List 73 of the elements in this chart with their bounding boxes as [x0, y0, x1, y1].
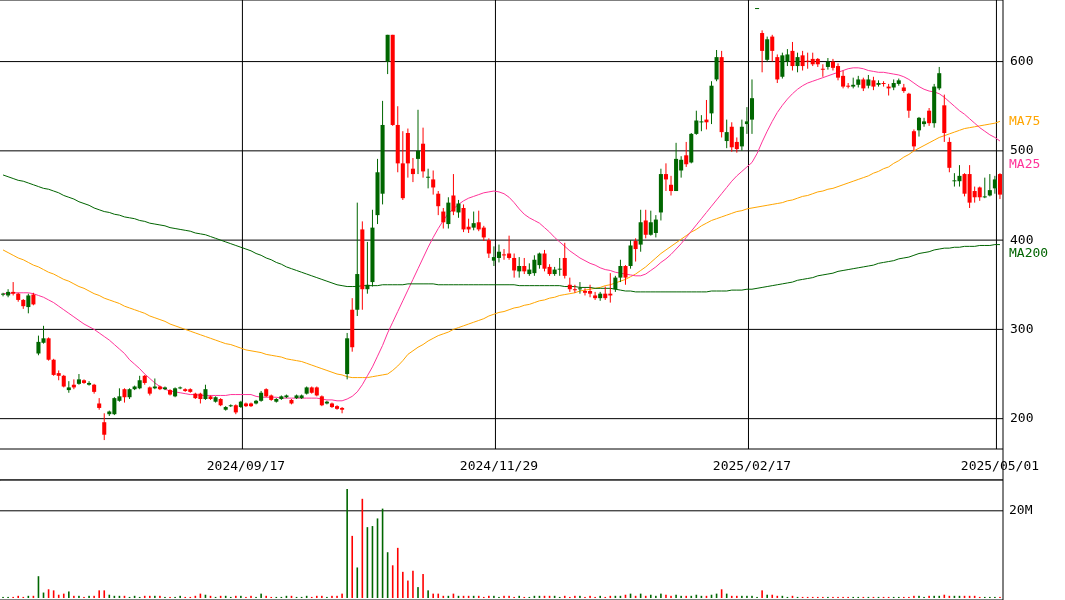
- candlestick: [911, 128, 916, 152]
- candlestick: [633, 237, 638, 263]
- candlestick: [76, 373, 81, 386]
- candlestick: [775, 53, 780, 84]
- candlestick: [987, 173, 992, 197]
- candlestick: [795, 52, 800, 73]
- x-tick-label: 2024/11/29: [459, 458, 539, 473]
- candlestick: [663, 162, 668, 192]
- candlestick: [557, 257, 562, 277]
- candlestick: [714, 49, 719, 82]
- candlestick: [410, 157, 415, 183]
- candlestick: [502, 248, 507, 261]
- candlestick: [992, 175, 997, 195]
- candlestick: [825, 57, 830, 71]
- candlestick: [739, 119, 744, 152]
- candlestick: [441, 207, 446, 230]
- candlestick: [618, 259, 623, 283]
- candlestick: [593, 291, 598, 301]
- candlestick: [684, 141, 689, 168]
- candlestick: [643, 209, 648, 239]
- candlestick: [426, 168, 431, 189]
- candlestick: [694, 110, 699, 136]
- candlestick: [770, 34, 775, 63]
- candlestick: [749, 78, 755, 135]
- candlestick: [81, 378, 87, 385]
- candlestick: [780, 52, 785, 80]
- candlestick: [765, 36, 770, 63]
- candlestick: [517, 256, 522, 279]
- candlestick: [623, 264, 628, 286]
- candlestick: [724, 119, 729, 149]
- series-label: MA200: [1009, 245, 1049, 261]
- ref-line-label: 20M: [1009, 502, 1033, 518]
- candlestick: [471, 211, 476, 231]
- candlestick: [906, 92, 911, 119]
- candlestick: [638, 209, 643, 253]
- candlestick: [436, 190, 441, 216]
- candlestick: [820, 63, 825, 78]
- line-series: [2, 120, 1001, 379]
- x-tick-label: 2025/05/01: [960, 458, 1040, 473]
- x-tick-label: 2025/02/17: [712, 458, 792, 473]
- candlestick: [512, 253, 517, 279]
- y-tick-label: 400: [1010, 231, 1034, 247]
- y-tick-label: 600: [1010, 53, 1034, 69]
- candlestick: [760, 29, 765, 73]
- candlestick: [997, 172, 1002, 200]
- candlestick: [496, 244, 501, 263]
- line-series: [2, 67, 1001, 402]
- candlestick: [982, 177, 987, 199]
- candlestick: [669, 175, 674, 196]
- candlestick: [46, 336, 51, 362]
- candlestick: [451, 173, 456, 216]
- candlestick: [486, 237, 491, 259]
- candlestick: [653, 214, 658, 238]
- candlestick: [572, 284, 577, 294]
- candlestick: [916, 116, 922, 138]
- series-label: MA25: [1009, 155, 1041, 171]
- candlestick: [87, 380, 92, 387]
- candlestick: [582, 287, 588, 296]
- candlestick: [881, 80, 886, 88]
- x-tick-label: 2024/09/17: [206, 458, 286, 473]
- candlestick: [628, 239, 633, 270]
- y-tick-label: 500: [1010, 142, 1034, 158]
- candlestick: [26, 293, 31, 314]
- candlestick: [431, 170, 436, 196]
- series-label: MA75: [1009, 112, 1041, 128]
- candlestick: [415, 109, 421, 175]
- candlestick: [790, 41, 795, 72]
- candlestick: [102, 412, 107, 441]
- candlestick: [446, 196, 451, 230]
- y-tick-label: 200: [1010, 410, 1034, 426]
- y-tick-label: 300: [1010, 320, 1034, 336]
- candlestick: [744, 106, 749, 135]
- candlestick: [562, 242, 567, 279]
